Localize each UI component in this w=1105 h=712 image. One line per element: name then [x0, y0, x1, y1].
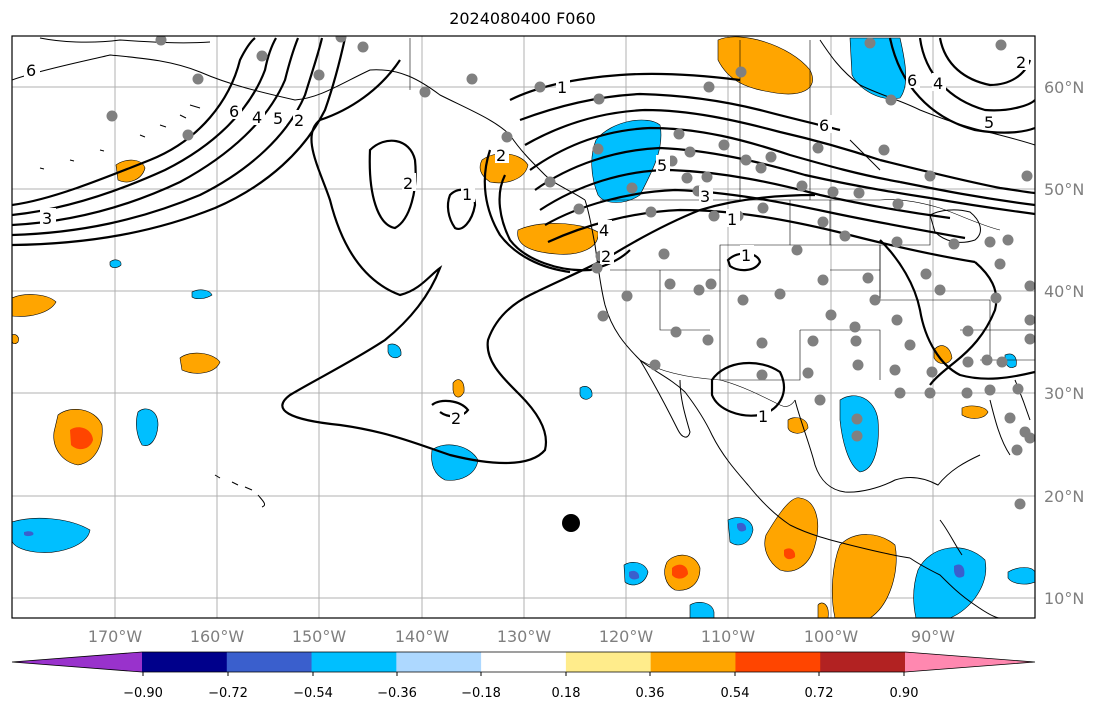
- strong-positive-anomaly-shading: [70, 427, 796, 579]
- lon-label-100w: 100°W: [804, 627, 859, 646]
- contour-label-1-mexico: 1: [758, 407, 768, 426]
- highlight-point-marker: [562, 514, 580, 532]
- longitude-labels: 170°W 160°W 150°W 140°W 130°W 120°W 110°…: [88, 627, 955, 646]
- lat-label-30n: 30°N: [1044, 384, 1084, 403]
- contour-label-1-plains: 1: [727, 210, 737, 229]
- contour-label-1-north: 1: [557, 78, 567, 97]
- contour-label-2-alaska: 2: [294, 111, 304, 130]
- lon-label-90w: 90°W: [911, 627, 955, 646]
- contour-label-4-west-coast: 4: [599, 221, 609, 240]
- colorbar-segment: [226, 652, 313, 672]
- lon-label-140w: 140°W: [395, 627, 450, 646]
- colorbar-segment: [565, 652, 652, 672]
- lat-label-40n: 40°N: [1044, 282, 1084, 301]
- colorbar: [11, 651, 1036, 676]
- lat-label-20n: 20°N: [1044, 487, 1084, 506]
- graticule: [12, 36, 1035, 618]
- colorbar-tick-label: 0.90: [890, 686, 919, 701]
- contour-label-2-california: 2: [601, 247, 611, 266]
- colorbar-tick-label: −0.18: [461, 686, 501, 701]
- contour-label-5-alaska: 5: [273, 109, 283, 128]
- colorbar-tick-label: −0.72: [208, 686, 248, 701]
- contour-label-6-canada: 6: [819, 116, 829, 135]
- colorbar-tick-label: −0.90: [123, 686, 163, 701]
- colorbar-tick-label: 0.36: [636, 686, 665, 701]
- contour-label-4-alaska: 4: [252, 108, 262, 127]
- contour-label-3-inland: 3: [700, 187, 710, 206]
- colorbar-segment: [481, 652, 567, 672]
- map-border: [11, 35, 1036, 619]
- lat-label-60n: 60°N: [1044, 78, 1084, 97]
- contour-label-4-northeast: 4: [933, 74, 943, 93]
- colorbar-tick-label: −0.54: [293, 686, 333, 701]
- colorbar-segment: [820, 652, 906, 672]
- lon-label-130w: 130°W: [497, 627, 552, 646]
- lon-label-170w: 170°W: [88, 627, 143, 646]
- colorbar-segment: [650, 652, 736, 672]
- colorbar-segment: [142, 652, 228, 672]
- lat-label-10n: 10°N: [1044, 589, 1084, 608]
- colorbar-segment: [396, 652, 482, 672]
- colorbar-tick-label: 0.72: [805, 686, 834, 701]
- contour-label-1-rockies: 1: [741, 246, 751, 265]
- contour-label-3-west: 3: [42, 209, 52, 228]
- contour-label-6-northeast: 6: [907, 71, 917, 90]
- contour-labels: 6 3 6 4 5 2 2 1 2 1 2 5 4 3 6 1 2 1 1 2 …: [24, 52, 1029, 428]
- colorbar-tick-label: 0.18: [552, 686, 581, 701]
- colorbar-tick-label: 0.54: [721, 686, 750, 701]
- contour-label-2-gulf: 2: [403, 174, 413, 193]
- colorbar-tick-label: −0.36: [377, 686, 417, 701]
- contour-label-6-alaska: 6: [229, 102, 239, 121]
- contour-label-1-gulf: 1: [462, 185, 472, 204]
- colorbar-extend-low: [12, 652, 142, 672]
- contour-label-6-west: 6: [26, 61, 36, 80]
- contour-label-5-canada: 5: [657, 156, 667, 175]
- lon-label-110w: 110°W: [701, 627, 756, 646]
- colorbar-segment: [735, 652, 821, 672]
- lat-label-50n: 50°N: [1044, 180, 1084, 199]
- coastlines: [12, 37, 1035, 618]
- colorbar-extend-high: [905, 652, 1035, 672]
- strong-negative-anomaly-shading: [24, 522, 965, 580]
- colorbar-outline: [11, 651, 1036, 673]
- contour-label-2-subtropic: 2: [451, 409, 461, 428]
- negative-anomaly-shading: [12, 37, 1035, 618]
- colorbar-tick-labels: −0.90 −0.72 −0.54 −0.36 −0.18 0.18 0.36 …: [123, 686, 918, 701]
- lon-label-160w: 160°W: [190, 627, 245, 646]
- contour-label-2-coast: 2: [496, 146, 506, 165]
- lon-label-150w: 150°W: [292, 627, 347, 646]
- latitude-labels: 60°N 50°N 40°N 30°N 20°N 10°N: [1044, 78, 1084, 608]
- colorbar-segment: [311, 652, 397, 672]
- lon-label-120w: 120°W: [599, 627, 654, 646]
- contour-label-2-northeast: 2: [1016, 53, 1026, 72]
- contour-label-5-northeast: 5: [984, 113, 994, 132]
- map-title: 2024080400 F060: [449, 9, 596, 28]
